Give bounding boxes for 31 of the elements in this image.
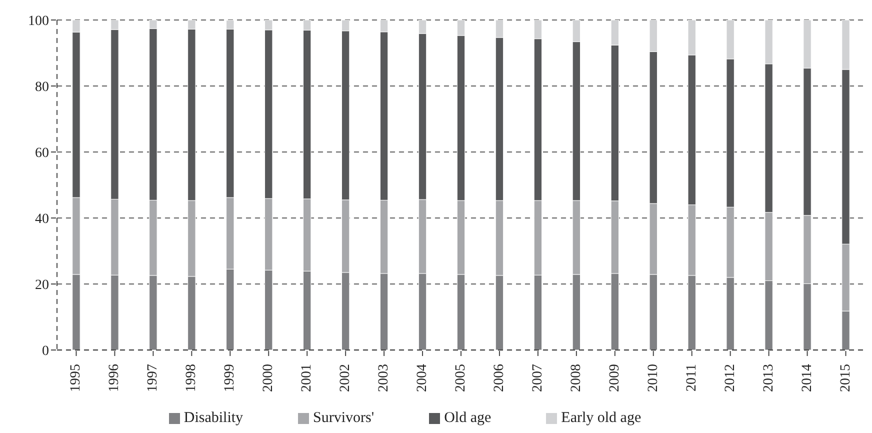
- x-tick-label: 2009: [607, 364, 622, 392]
- x-tick-label: 2014: [800, 364, 815, 392]
- y-tick-label: 80: [35, 80, 49, 95]
- x-tick-label: 2000: [261, 364, 276, 392]
- x-tick-label: 1997: [146, 364, 161, 392]
- legend-label: Survivors': [313, 410, 374, 426]
- x-tick-label: 2007: [530, 364, 546, 392]
- y-tick-label: 20: [35, 278, 49, 293]
- x-tick-label: 1996: [107, 364, 122, 392]
- legend-label: Early old age: [561, 410, 642, 426]
- x-tick-label: 2015: [838, 364, 854, 392]
- x-tick-label: 2006: [492, 364, 507, 392]
- y-tick-label: 0: [42, 344, 49, 359]
- x-tick-label: 1999: [222, 364, 238, 392]
- x-tick-label: 2004: [415, 364, 430, 392]
- y-tick-label: 40: [35, 212, 49, 227]
- x-tick-label: 2003: [376, 364, 392, 392]
- x-tick-label: 2005: [454, 364, 468, 392]
- legend-label: Disability: [184, 410, 244, 426]
- x-tick-label: 2011: [684, 364, 700, 392]
- x-tick-label: 1995: [68, 364, 84, 392]
- legend-label: Old age: [444, 410, 492, 426]
- x-tick-label: 2001: [300, 364, 315, 392]
- y-tick-label: 100: [28, 14, 49, 29]
- x-tick-label: 1998: [184, 364, 200, 392]
- y-tick-label: 60: [35, 146, 49, 161]
- x-tick-label: 2013: [761, 364, 776, 392]
- x-tick-label: 2008: [568, 364, 584, 392]
- x-tick-label: 2010: [646, 364, 661, 392]
- x-tick-label: 2012: [722, 364, 738, 392]
- x-tick-label: 2002: [338, 364, 354, 392]
